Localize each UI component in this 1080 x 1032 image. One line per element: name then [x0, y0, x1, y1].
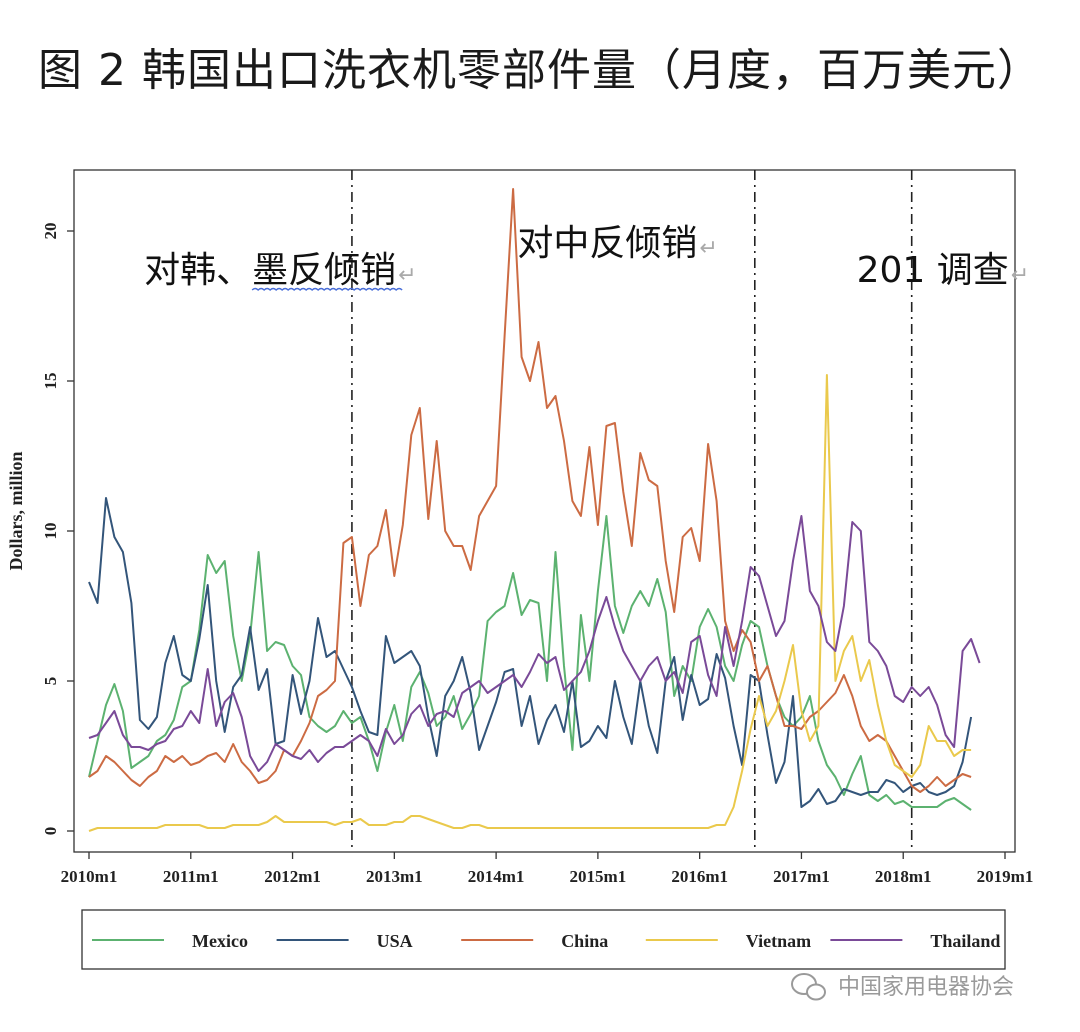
series-line-thailand	[88, 515, 981, 772]
x-tick-label-2017m1: 2017m1	[773, 867, 830, 886]
legend-label-thailand: Thailand	[930, 931, 1000, 951]
x-tick-label-2016m1: 2016m1	[671, 867, 728, 886]
annotation-1: 对韩、墨反倾销	[144, 250, 396, 291]
watermark: 中国家用电器协会	[791, 973, 1014, 1001]
x-tick-label-2010m1: 2010m1	[61, 867, 118, 886]
series-line-china	[88, 188, 972, 793]
y-tick-label-0: 0	[41, 827, 60, 836]
series-line-mexico	[88, 515, 972, 811]
y-tick-label-15: 15	[41, 373, 60, 390]
x-tick-label-2014m1: 2014m1	[468, 867, 525, 886]
plot-frame	[73, 169, 1016, 853]
x-axis: 2010m1 2011m1 2012m1 2013m1 2014m1 2015m1 2016…	[61, 852, 1034, 886]
series-layer	[88, 188, 981, 832]
x-tick-label-2019m1: 2019m1	[977, 867, 1034, 886]
series-line-usa	[88, 497, 973, 808]
annotation-3: 201 调查	[857, 250, 1009, 291]
y-tick-label-5: 5	[41, 677, 60, 686]
x-tick-label-2013m1: 2013m1	[366, 867, 423, 886]
wechat-icon	[791, 973, 826, 1001]
x-tick-label-2015m1: 2015m1	[570, 867, 627, 886]
y-axis-label: Dollars, million	[6, 451, 26, 570]
annotation-layer: 对韩、墨反倾销 ↵对中反倾销 ↵201 调查 ↵	[144, 223, 1029, 291]
x-tick-label-2018m1: 2018m1	[875, 867, 932, 886]
legend-label-china: China	[561, 931, 608, 951]
vertical-reference-lines	[351, 170, 913, 852]
watermark-text: 中国家用电器协会	[838, 975, 1014, 1000]
x-tick-label-2011m1: 2011m1	[163, 867, 219, 886]
plot-border	[73, 169, 1016, 853]
legend-label-usa: USA	[377, 931, 413, 951]
y-tick-label-20: 20	[41, 223, 60, 240]
annotation-2: 对中反倾销	[517, 223, 697, 264]
annotation-return-mark-1: ↵	[398, 263, 416, 288]
x-tick-label-2012m1: 2012m1	[264, 867, 321, 886]
y-tick-label-10: 10	[41, 523, 60, 540]
annotation-return-mark-2: ↵	[699, 236, 717, 261]
y-axis: 0 5 10 15 20 Dollars, million	[6, 223, 74, 836]
series-line-vietnam	[88, 374, 972, 832]
legend-label-vietnam: Vietnam	[746, 931, 811, 951]
page-title: 图 2 韩国出口洗衣机零部件量（月度，百万美元）	[38, 45, 1042, 96]
spellcheck-underline	[251, 287, 403, 291]
wechat-bubble-small	[806, 983, 826, 1001]
legend-label-mexico: Mexico	[192, 931, 248, 951]
legend: Mexico USA China Vietnam Thailand	[81, 909, 1006, 970]
annotation-return-mark-3: ↵	[1011, 263, 1029, 288]
